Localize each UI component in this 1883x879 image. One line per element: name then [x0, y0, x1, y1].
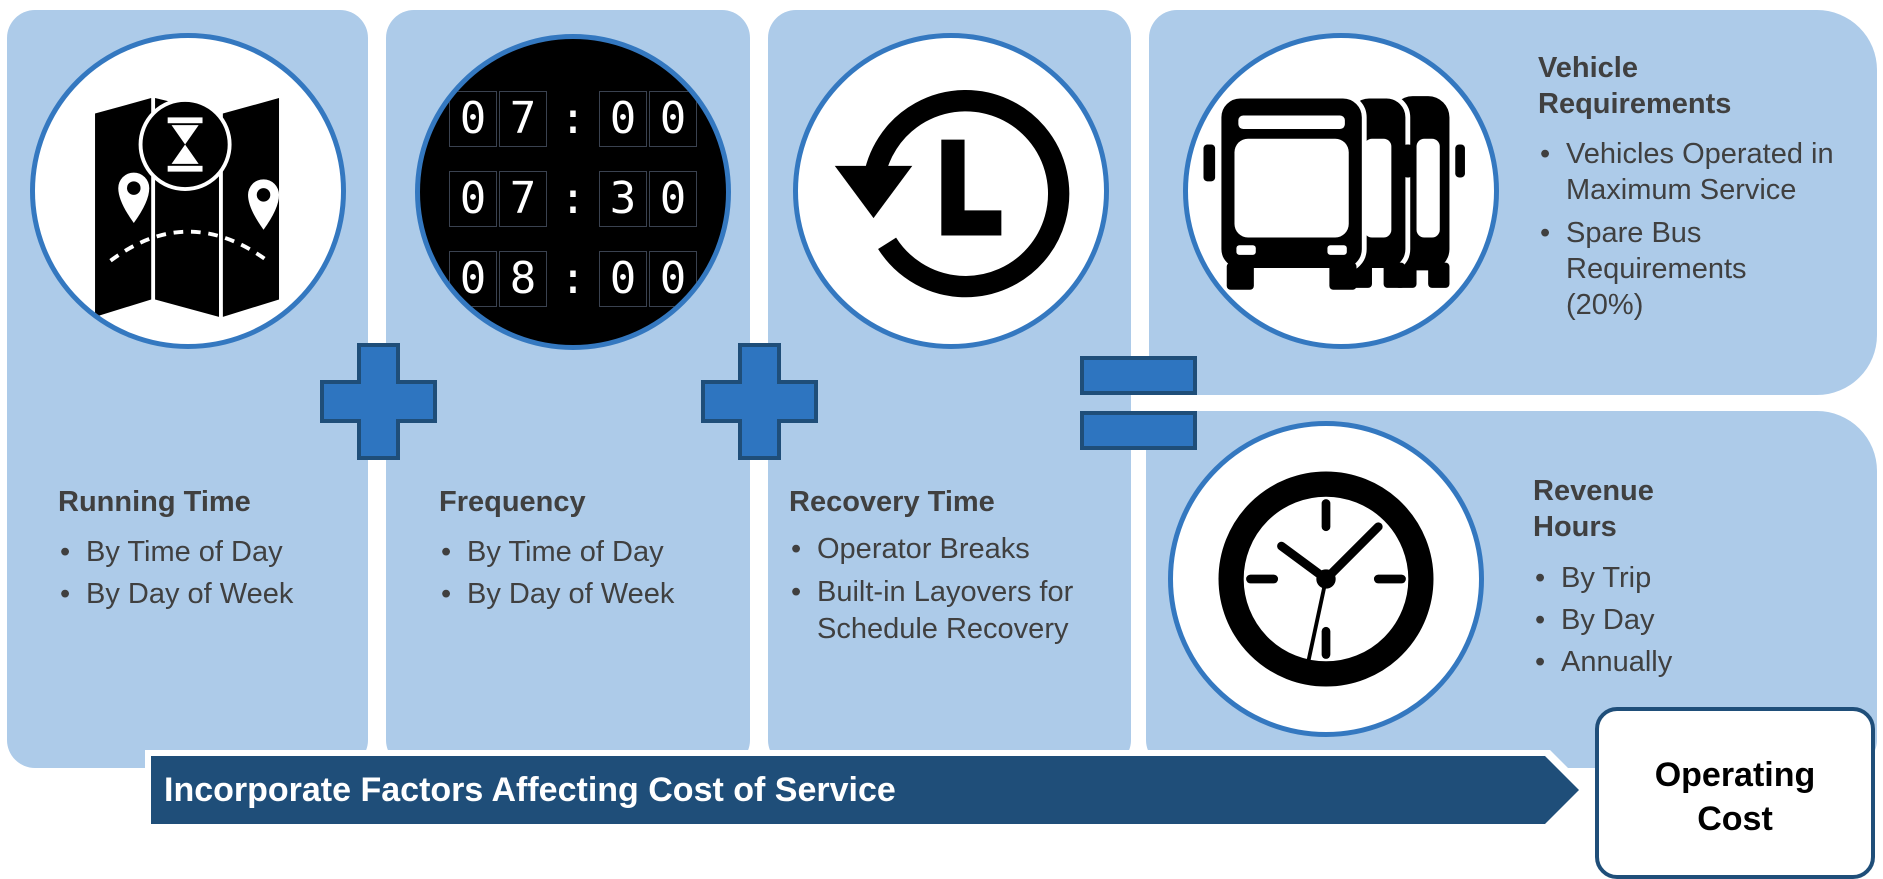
banner-arrow	[145, 750, 1590, 830]
bullet-item: Vehicles Operated in Maximum Service	[1538, 136, 1858, 208]
operating-cost-label: Operating Cost	[1654, 756, 1816, 838]
digit-boxes	[448, 171, 698, 227]
bullet-item: By Day	[1533, 599, 1672, 641]
equals-icon-top-bar	[1080, 356, 1197, 395]
vehicle-requirements-bullets: Vehicles Operated in Maximum Service Spa…	[1538, 136, 1858, 330]
vehicle-requirements-heading: Vehicle Requirements	[1538, 52, 1732, 120]
equals-icon-bottom-bar	[1080, 411, 1197, 450]
recovery-time-heading: Recovery Time	[789, 486, 995, 518]
banner-text: Incorporate Factors Affecting Cost of Se…	[164, 771, 896, 809]
recovery-time-bullets: Operator Breaks Built-in Layovers for Sc…	[789, 531, 1129, 648]
bullet-item: Operator Breaks	[789, 531, 1129, 568]
operating-cost-box: Operating Cost	[1595, 707, 1875, 879]
bullet-item: Spare Bus Requirements (20%)	[1538, 215, 1796, 323]
departure-time: 07:00	[459, 93, 710, 144]
revenue-hours-circle	[1168, 421, 1484, 737]
buses-icon	[1203, 93, 1465, 290]
plus-icon	[320, 343, 437, 460]
frequency-bullets: By Time of Day By Day of Week	[439, 531, 674, 615]
frequency-heading: Frequency	[439, 486, 586, 518]
bullet-item: By Day of Week	[58, 573, 293, 615]
revenue-hours-heading: Revenue Hours	[1533, 475, 1654, 543]
digit-boxes	[448, 91, 698, 147]
bullet-item: By Time of Day	[439, 531, 674, 573]
bullet-item: By Day of Week	[439, 573, 674, 615]
bullet-item: By Time of Day	[58, 531, 293, 573]
clock-icon	[1218, 471, 1434, 687]
time-row: 08:00	[448, 251, 698, 307]
frequency-circle: 07:00 07:30 08:00	[415, 34, 731, 350]
running-time-bullets: By Time of Day By Day of Week	[58, 531, 293, 615]
bullet-item: Annually	[1533, 641, 1672, 683]
revenue-hours-bullets: By Trip By Day Annually	[1533, 557, 1672, 683]
time-row: 07:00	[448, 91, 698, 147]
digit-boxes	[448, 251, 698, 307]
recovery-time-circle	[793, 33, 1109, 349]
bullet-item: By Trip	[1533, 557, 1672, 599]
time-row: 07:30	[448, 171, 698, 227]
map-hourglass-icon	[95, 98, 280, 317]
running-time-heading: Running Time	[58, 486, 251, 518]
departure-time: 08:00	[459, 253, 710, 304]
bullet-item: Built-in Layovers for Schedule Recovery	[789, 574, 1129, 648]
clock-rewind-icon	[834, 90, 1070, 298]
running-time-circle	[30, 33, 346, 349]
departure-time: 07:30	[459, 173, 710, 224]
vehicle-requirements-circle	[1183, 33, 1499, 349]
plus-icon	[701, 343, 818, 460]
